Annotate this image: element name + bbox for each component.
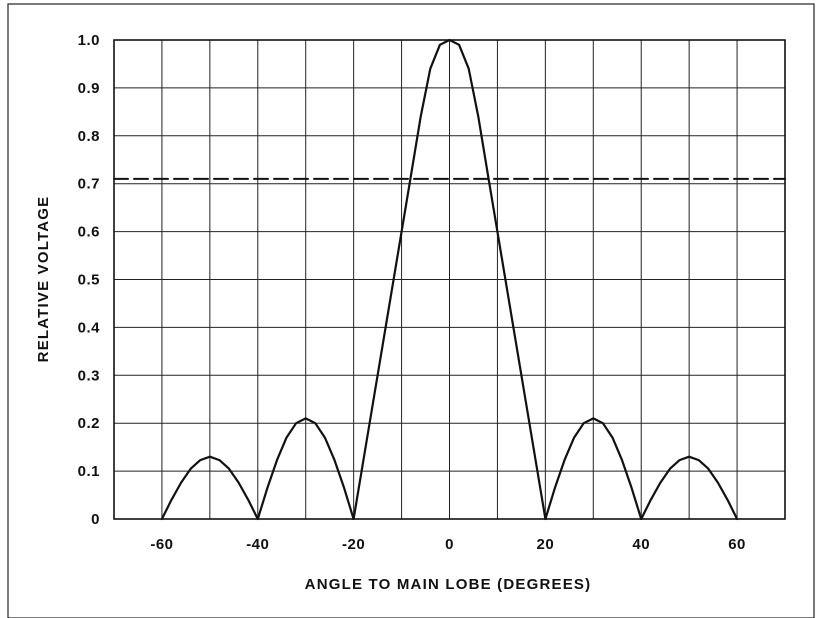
y-tick-label: 0.8 [78, 128, 100, 145]
x-tick-labels: -60 -40 -20 0 20 40 60 [150, 536, 746, 553]
x-tick-label: -60 [150, 536, 173, 553]
y-tick-label: 0.4 [78, 319, 101, 336]
y-tick-label: 0.7 [78, 176, 100, 193]
grid [114, 40, 785, 519]
x-axis-title: ANGLE TO MAIN LOBE (DEGREES) [305, 576, 592, 593]
plot-area-border [113, 39, 786, 520]
x-tick-label: 40 [632, 536, 650, 553]
y-tick-label: 0.6 [78, 224, 100, 241]
x-tick-label: 0 [445, 536, 454, 553]
y-tick-label: 0.3 [78, 367, 100, 384]
x-tick-label: -40 [246, 536, 269, 553]
y-axis-title: RELATIVE VOLTAGE [35, 196, 52, 363]
y-tick-label: 0 [91, 511, 100, 528]
y-tick-label: 0.9 [78, 80, 100, 97]
y-tick-label: 0.5 [78, 272, 100, 289]
x-tick-label: 60 [728, 536, 746, 553]
y-tick-label: 0.2 [78, 415, 100, 432]
y-tick-label: 1.0 [78, 32, 100, 49]
y-tick-label: 0.1 [78, 463, 100, 480]
x-tick-label: -20 [342, 536, 365, 553]
y-tick-labels: 0 0.1 0.2 0.3 0.4 0.5 0.6 0.7 0.8 0.9 1.0 [78, 32, 101, 528]
x-tick-label: 20 [537, 536, 555, 553]
figure-border [7, 3, 815, 618]
